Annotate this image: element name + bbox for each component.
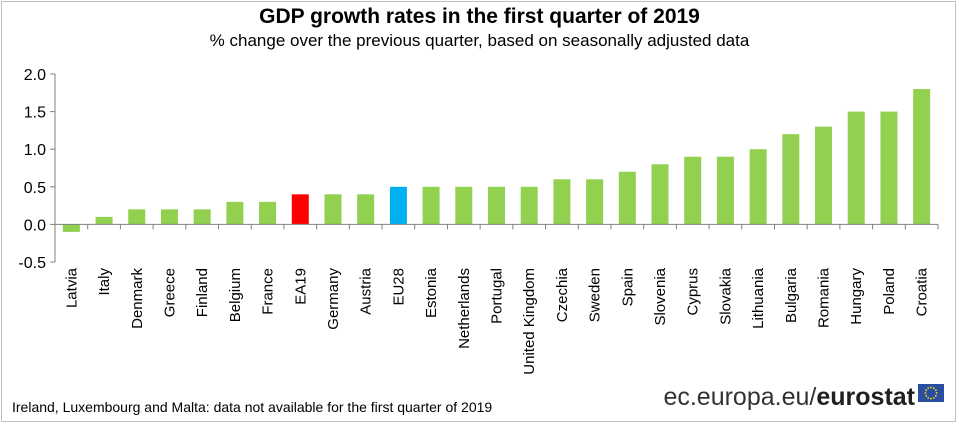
- x-tick-label: Spain: [619, 268, 636, 306]
- x-tick-label: Hungary: [848, 268, 865, 325]
- bar: [193, 209, 211, 225]
- bar: [847, 111, 865, 225]
- x-tick-label: Lithuania: [750, 267, 767, 329]
- flag-star: [934, 394, 937, 397]
- flag-star: [930, 397, 932, 400]
- x-tick-label: Latvia: [63, 267, 80, 308]
- x-tick-label: Italy: [96, 268, 113, 296]
- bar: [618, 171, 636, 225]
- bar: [422, 186, 440, 225]
- x-tick-label: Bulgaria: [783, 267, 800, 323]
- bar: [128, 209, 146, 225]
- bar: [684, 156, 702, 225]
- x-tick-label: Sweden: [587, 268, 604, 322]
- x-tick-label: Netherlands: [456, 268, 473, 349]
- x-tick-label: Cyprus: [685, 268, 702, 316]
- x-tick-label: Poland: [881, 268, 898, 315]
- y-tick-label: 1.0: [24, 142, 46, 159]
- x-tick-label: Croatia: [914, 267, 931, 316]
- y-tick-label: 0.0: [24, 217, 46, 234]
- bar: [651, 164, 669, 225]
- bar: [291, 194, 309, 225]
- bar: [488, 186, 505, 225]
- flag-star: [935, 392, 938, 394]
- bar: [160, 209, 178, 225]
- flag-star: [930, 386, 932, 389]
- x-tick-label: Austria: [358, 267, 375, 314]
- bar: [259, 201, 277, 225]
- y-tick-label: -0.5: [18, 255, 46, 272]
- x-tick-label: Denmark: [129, 268, 146, 329]
- x-tick-label: Greece: [161, 268, 178, 317]
- bar: [782, 134, 800, 225]
- x-tick-label: Czechia: [554, 267, 571, 322]
- bar: [95, 216, 113, 225]
- x-tick-label: United Kingdom: [521, 268, 538, 375]
- y-tick-label: 1.5: [24, 105, 46, 122]
- chart-subtitle: % change over the previous quarter, base…: [209, 31, 750, 50]
- bar: [226, 201, 244, 225]
- flag-star: [925, 389, 928, 392]
- bar: [749, 149, 767, 225]
- bar: [324, 194, 342, 225]
- x-tick-label: Slovakia: [717, 267, 734, 324]
- bar: [913, 89, 931, 225]
- x-tick-label: Portugal: [489, 268, 506, 324]
- x-tick-label: France: [260, 268, 277, 315]
- bar: [880, 111, 898, 225]
- flag-star: [927, 387, 930, 390]
- flag-star: [932, 387, 935, 390]
- x-tick-label: Slovenia: [652, 267, 669, 325]
- bar: [455, 186, 473, 225]
- x-tick-label: Belgium: [227, 268, 244, 322]
- x-tick-label: EA19: [292, 268, 309, 305]
- eu-flag-icon: [918, 384, 944, 402]
- flag-star: [932, 396, 935, 399]
- x-tick-label: Romania: [816, 267, 833, 328]
- x-tick-label: Estonia: [423, 267, 440, 318]
- brand-name: eurostat: [816, 383, 915, 411]
- x-tick-label: EU28: [390, 268, 407, 306]
- flag-star: [925, 394, 928, 397]
- bar: [389, 186, 407, 225]
- eurostat-brand: ec.europa.eu/eurostat: [663, 382, 915, 412]
- brand-site: ec.europa.eu/: [663, 383, 817, 411]
- y-tick-label: 2.0: [24, 67, 46, 84]
- bar: [716, 156, 734, 225]
- flag-star: [934, 389, 937, 392]
- flag-star: [924, 392, 927, 394]
- flag-star: [927, 396, 930, 399]
- y-tick-label: 0.5: [24, 180, 46, 197]
- bar: [520, 186, 538, 225]
- bar: [586, 179, 604, 225]
- x-tick-label: Germany: [325, 268, 342, 330]
- bar: [815, 126, 833, 225]
- bar: [62, 224, 80, 232]
- chart-title: GDP growth rates in the first quarter of…: [259, 5, 700, 28]
- footnote: Ireland, Luxembourg and Malta: data not …: [12, 399, 493, 415]
- flag-field: [918, 384, 944, 402]
- x-tick-label: Finland: [194, 268, 211, 317]
- bar: [553, 179, 571, 225]
- bar: [357, 194, 375, 225]
